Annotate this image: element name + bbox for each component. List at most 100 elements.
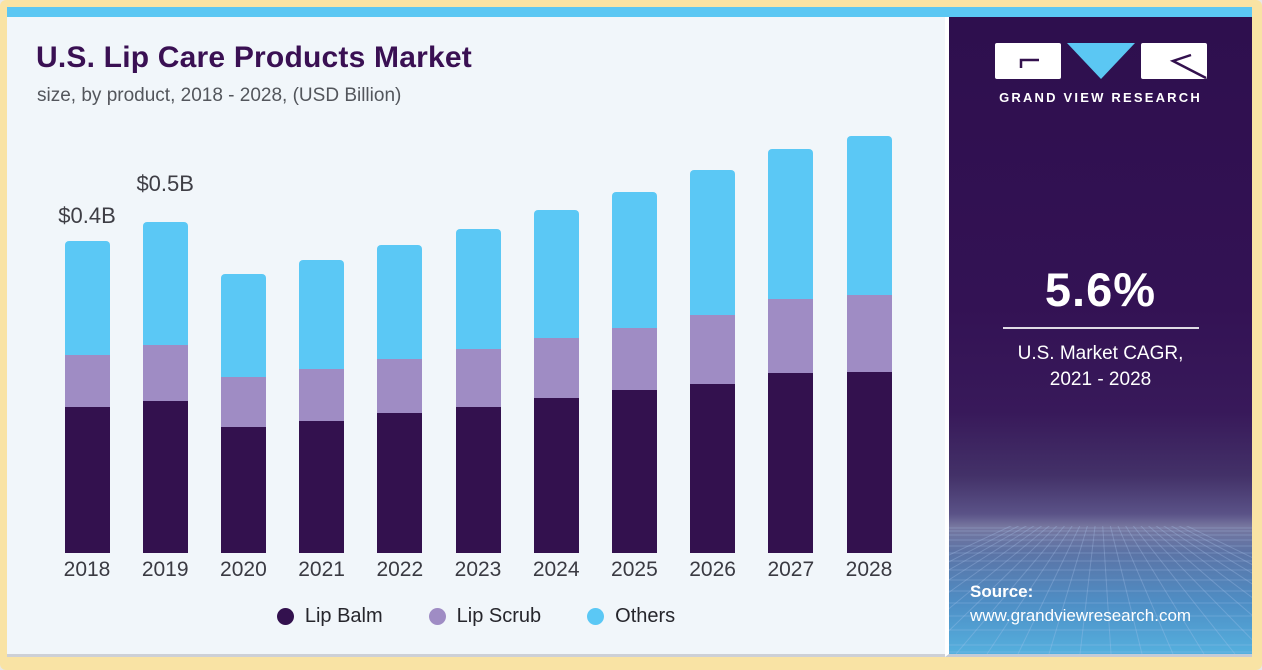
bar-2026 bbox=[690, 170, 736, 553]
cagr-label-line2: 2021 - 2028 bbox=[1049, 368, 1152, 390]
source-block: Source: www.grandviewresearch.com bbox=[970, 580, 1191, 628]
bar-segment-lip-scrub bbox=[377, 359, 423, 413]
source-url: www.grandviewresearch.com bbox=[970, 606, 1192, 626]
bar-segment-lip-scrub bbox=[455, 349, 501, 407]
bar-segment-others bbox=[455, 229, 501, 349]
bar-segment-lip-balm bbox=[220, 427, 266, 553]
chart-title: U.S. Lip Care Products Market bbox=[36, 41, 472, 74]
bar-segment-others bbox=[846, 136, 892, 295]
mesh-line bbox=[1140, 526, 1252, 641]
logo-wordmark: GRAND VIEW RESEARCH bbox=[999, 90, 1202, 105]
x-axis-label-2023: 2023 bbox=[454, 558, 502, 581]
mesh-line bbox=[1017, 526, 1081, 654]
stacked-bar-chart: 2018 2019 2020 2021 2022 2023 2024 2025 2026 2027… bbox=[7, 17, 945, 654]
bar-segment-lip-scrub bbox=[142, 345, 188, 401]
x-axis-label-2026: 2026 bbox=[689, 558, 736, 581]
mesh-line bbox=[949, 526, 1043, 593]
bar-segment-lip-balm bbox=[299, 421, 345, 553]
bar-segment-others bbox=[690, 170, 736, 315]
legend-item-lip-scrub: Lip Scrub bbox=[428, 605, 542, 628]
bar-segment-lip-scrub bbox=[220, 377, 266, 427]
cagr-label-line1: U.S. Market CAGR, bbox=[1017, 343, 1184, 364]
mesh-line bbox=[1125, 526, 1205, 654]
bar-segment-others bbox=[220, 274, 266, 377]
bar-segment-others bbox=[768, 149, 814, 299]
mesh-line bbox=[949, 526, 1058, 632]
bar-2024 bbox=[533, 210, 579, 553]
legend-dot-others bbox=[587, 608, 605, 625]
mesh-line bbox=[1079, 526, 1096, 654]
bar-segment-lip-balm bbox=[690, 384, 736, 553]
bar-segment-lip-balm bbox=[455, 407, 501, 553]
bar-segment-lip-balm bbox=[611, 390, 657, 553]
bar-segment-lip-balm bbox=[142, 401, 188, 553]
cagr-block: 5.6% U.S. Market CAGR, 2021 - 2028 bbox=[949, 262, 1252, 392]
bar-segment-lip-balm bbox=[533, 398, 579, 553]
x-axis-label-2021: 2021 bbox=[298, 558, 345, 581]
bar-segment-others bbox=[299, 260, 345, 369]
mesh-line bbox=[955, 526, 1066, 654]
x-axis-label-2022: 2022 bbox=[376, 558, 424, 581]
bar-segment-others bbox=[64, 241, 110, 355]
cagr-value: 5.6% bbox=[1044, 263, 1157, 316]
x-axis-label-2027: 2027 bbox=[767, 558, 815, 581]
x-axis-label-2024: 2024 bbox=[532, 558, 580, 581]
perspective-grid-decoration bbox=[949, 526, 1252, 654]
bar-2018 bbox=[64, 241, 110, 553]
x-axis-label-2028: 2028 bbox=[845, 558, 893, 581]
mesh-line bbox=[1102, 526, 1112, 654]
mesh-line bbox=[1048, 526, 1088, 654]
cagr-divider bbox=[1002, 327, 1199, 329]
logo-r-glyph bbox=[1169, 53, 1207, 80]
x-axis-label-2020: 2020 bbox=[220, 558, 267, 581]
legend-item-others: Others bbox=[587, 605, 675, 628]
bar-segment-lip-scrub bbox=[690, 315, 736, 384]
bar-segment-lip-scrub bbox=[611, 328, 657, 390]
mesh-line bbox=[1170, 526, 1252, 574]
bar-segment-lip-scrub bbox=[299, 369, 345, 421]
legend-label: Others bbox=[615, 605, 676, 627]
chart-legend: Lip Balm Lip Scrub Others bbox=[7, 605, 945, 628]
legend-dot-lip-balm bbox=[276, 608, 294, 625]
legend-item-lip-balm: Lip Balm bbox=[276, 605, 383, 628]
bar-segment-lip-scrub bbox=[64, 355, 110, 407]
mesh-line bbox=[1117, 526, 1174, 654]
logo-g-glyph bbox=[1019, 58, 1039, 68]
mesh-line bbox=[1132, 526, 1236, 654]
bar-2028 bbox=[846, 136, 892, 553]
legend-dot-lip-scrub bbox=[428, 608, 446, 625]
bar-segment-lip-balm bbox=[768, 373, 814, 553]
mesh-line bbox=[949, 526, 1050, 610]
bar-segment-others bbox=[533, 210, 579, 338]
mesh-line bbox=[1109, 526, 1143, 654]
bar-2019 bbox=[142, 222, 188, 553]
bar-segment-others bbox=[377, 245, 423, 359]
legend-label: Lip Balm bbox=[304, 605, 383, 627]
chart-panel: U.S. Lip Care Products Market size, by p… bbox=[7, 17, 945, 657]
x-axis-label-2019: 2019 bbox=[141, 558, 189, 581]
bar-segment-others bbox=[142, 222, 188, 345]
legend-label: Lip Scrub bbox=[456, 605, 542, 627]
bar-segment-others bbox=[611, 192, 657, 328]
bar-segment-lip-scrub bbox=[846, 295, 892, 372]
mesh-line bbox=[949, 526, 1035, 581]
bar-segment-lip-scrub bbox=[768, 299, 814, 373]
bar-segment-lip-scrub bbox=[533, 338, 579, 398]
bar-2027 bbox=[768, 149, 814, 553]
bar-2023 bbox=[455, 229, 501, 553]
logo-v-triangle bbox=[1066, 43, 1135, 79]
sidebar: GRAND VIEW RESEARCH 5.6% U.S. Market CAG… bbox=[945, 17, 1252, 657]
mesh-line bbox=[949, 526, 1028, 571]
mesh-line bbox=[1163, 526, 1252, 585]
bar-2021 bbox=[299, 260, 345, 553]
x-axis-label-2018: 2018 bbox=[63, 558, 111, 581]
value-annotation-2018: $0.4B bbox=[58, 203, 116, 229]
top-accent-strip bbox=[7, 7, 1252, 17]
source-label: Source: bbox=[970, 582, 1034, 602]
bar-2020 bbox=[220, 274, 266, 553]
mesh-line bbox=[1147, 526, 1252, 616]
bar-segment-lip-balm bbox=[377, 413, 423, 553]
mesh-line bbox=[986, 526, 1073, 654]
bar-2022 bbox=[377, 245, 423, 553]
